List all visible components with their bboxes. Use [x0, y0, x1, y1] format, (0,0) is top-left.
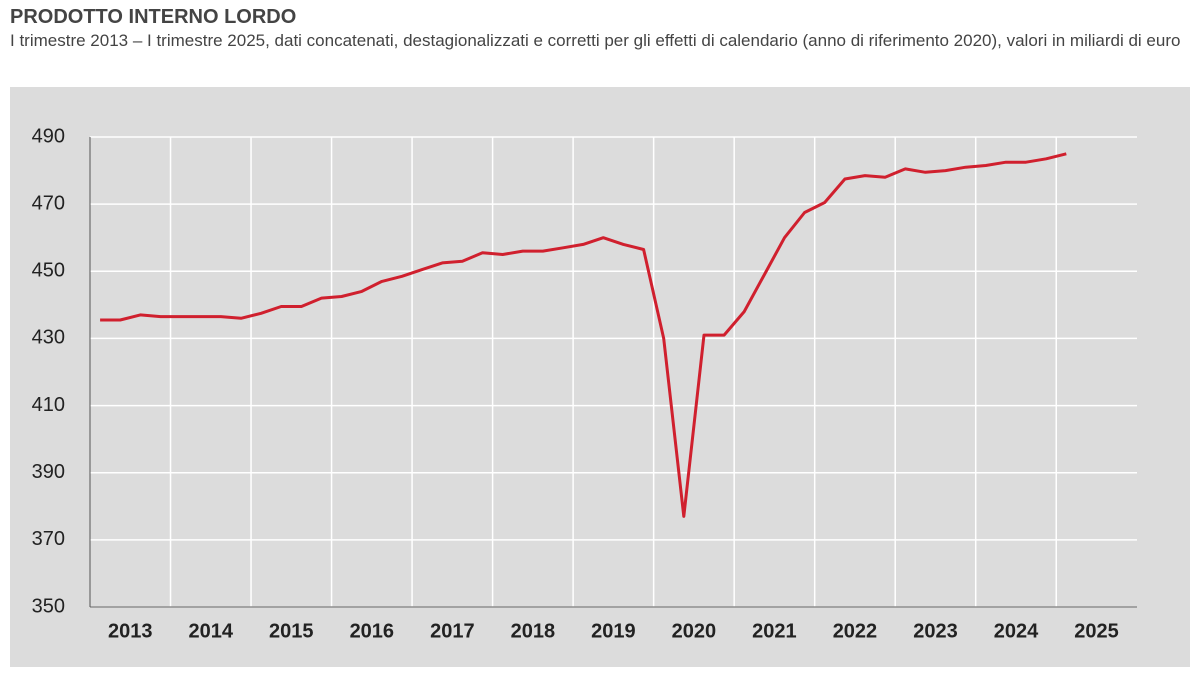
y-tick-label: 490	[32, 125, 65, 147]
y-tick-label: 430	[32, 327, 65, 349]
x-tick-label: 2024	[994, 620, 1039, 642]
x-tick-label: 2017	[430, 620, 475, 642]
x-tick-label: 2025	[1074, 620, 1119, 642]
data-line	[100, 152, 1067, 518]
x-tick-label: 2020	[672, 620, 717, 642]
x-tick-label: 2019	[591, 620, 636, 642]
chart-subtitle: I trimestre 2013 – I trimestre 2025, dat…	[10, 31, 1181, 50]
x-tick-label: 2016	[350, 620, 395, 642]
x-tick-label: 2023	[913, 620, 958, 642]
x-tick-label: 2015	[269, 620, 314, 642]
x-tick-label: 2014	[189, 620, 234, 642]
chart-title: PRODOTTO INTERNO LORDO	[10, 6, 297, 28]
y-tick-label: 350	[32, 595, 65, 617]
x-tick-label: 2018	[511, 620, 556, 642]
header: PRODOTTO INTERNO LORDO I trimestre 2013 …	[10, 4, 1195, 52]
y-tick-label: 470	[32, 192, 65, 214]
x-tick-label: 2021	[752, 620, 797, 642]
chart-background	[10, 87, 1190, 667]
x-tick-label: 2022	[833, 620, 878, 642]
y-tick-label: 390	[32, 461, 65, 483]
y-tick-label: 450	[32, 260, 65, 282]
y-tick-label: 370	[32, 528, 65, 550]
x-tick-label: 2013	[108, 620, 153, 642]
y-tick-label: 410	[32, 394, 65, 416]
